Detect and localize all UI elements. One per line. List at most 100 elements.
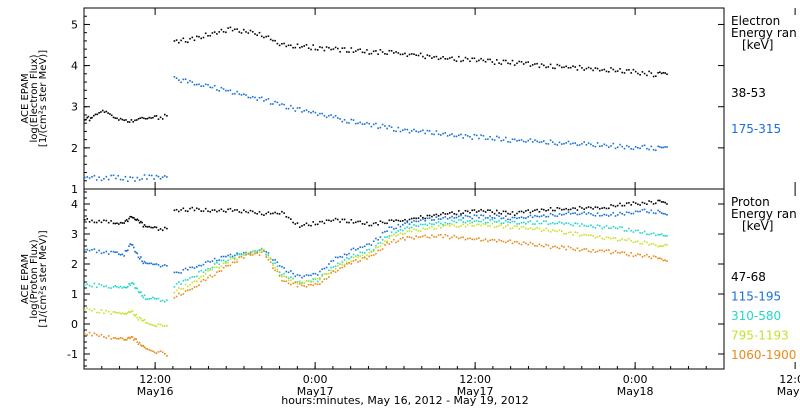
data-point [321,274,323,276]
data-point [466,210,469,213]
data-point [91,309,93,312]
data-point [368,53,370,55]
data-point [536,245,538,247]
data-point [285,280,288,283]
data-point [442,217,444,219]
data-point [328,47,330,49]
data-point [316,277,319,280]
data-point [202,263,205,266]
data-point [191,276,194,278]
data-point [621,204,623,207]
data-point [128,121,131,123]
data-point [307,111,310,113]
data-point [410,130,413,132]
data-point [460,225,462,227]
data-point [652,243,655,245]
data-point [388,237,391,239]
data-point [319,283,321,285]
data-point [637,203,639,206]
data-point [569,246,572,249]
x-tick-label-date: May18 [777,385,800,398]
data-point [316,49,319,51]
y-axis-title: [1/(cm²s ster MeV)] [38,230,49,327]
data-point [460,236,462,239]
data-point [196,280,198,283]
data-point [531,223,534,225]
data-point [590,67,592,70]
data-point [339,51,341,53]
data-point [166,299,168,301]
data-point [381,51,384,53]
data-point [444,216,447,218]
data-point [402,237,404,239]
data-point [175,39,178,41]
data-point [484,61,487,63]
data-point [152,263,154,266]
data-point [290,218,292,220]
data-point [428,222,431,225]
data-point [569,223,572,226]
data-point [473,220,476,222]
data-point [625,69,628,71]
data-point [496,240,498,243]
data-point [632,231,635,233]
data-point [363,245,366,248]
data-point [662,201,665,203]
data-point [621,251,623,253]
data-point [157,297,160,300]
data-point [231,257,234,259]
data-point [552,209,554,212]
data-point [511,59,514,62]
data-point [587,66,590,69]
data-point [435,222,438,224]
data-point [594,227,597,229]
data-point [355,122,357,125]
data-point [229,256,232,258]
data-point [599,208,601,210]
data-point [114,337,117,339]
data-point [581,249,583,251]
data-point [209,86,211,89]
data-point [142,344,145,347]
data-point [599,145,601,148]
data-point [552,222,554,224]
data-point [572,207,574,209]
data-point [552,229,554,231]
data-point [178,41,180,44]
data-point [103,178,105,180]
data-point [469,136,471,138]
data-point [220,208,223,211]
data-point [473,214,476,216]
data-point [153,226,156,228]
data-point [567,67,570,69]
data-point [437,234,440,236]
data-point [142,296,145,299]
data-point [484,221,487,224]
data-point [437,221,440,223]
data-point [507,221,509,223]
data-point [314,277,317,280]
data-point [507,224,509,226]
data-point [148,262,151,265]
data-point [323,114,326,117]
data-point [413,228,415,230]
data-point [251,254,254,256]
data-point [395,235,397,237]
data-point [587,250,590,252]
data-point [440,218,442,220]
data-point [200,37,202,40]
data-point [292,272,294,275]
data-point [390,219,393,221]
data-point [422,223,424,226]
data-point [500,63,503,65]
y-tick-label: 1 [71,288,78,301]
data-point [213,84,216,87]
data-point [395,219,397,221]
data-point [428,55,431,57]
data-point [84,333,86,335]
data-point [128,310,130,313]
data-point [660,245,663,247]
data-point [142,319,145,322]
data-point [388,49,391,52]
data-point [236,209,238,211]
